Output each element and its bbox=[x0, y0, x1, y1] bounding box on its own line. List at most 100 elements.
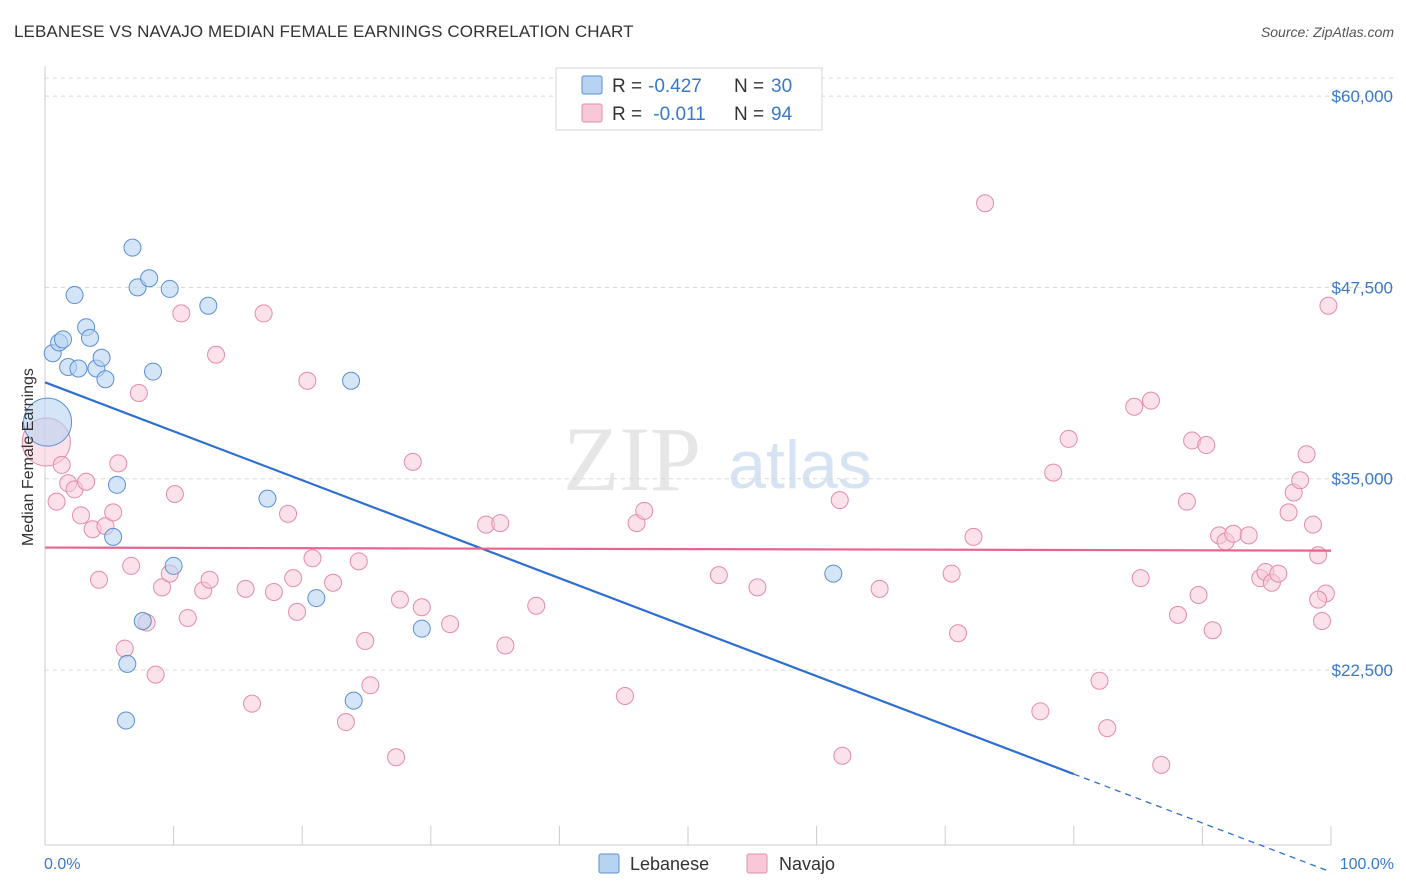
navajo-point bbox=[615, 687, 634, 706]
lebanese-point bbox=[412, 619, 431, 638]
navajo-point bbox=[870, 579, 889, 598]
lebanese-point bbox=[160, 279, 179, 298]
navajo-point bbox=[1131, 569, 1150, 588]
navajo-point bbox=[165, 485, 184, 504]
lebanese-point bbox=[344, 691, 363, 710]
navajo-point bbox=[1125, 397, 1144, 416]
navajo-point bbox=[403, 452, 422, 471]
navajo-point bbox=[243, 694, 262, 713]
navajo-point bbox=[1303, 515, 1322, 534]
y-tick-label: $22,500 bbox=[1332, 661, 1393, 680]
lebanese-point bbox=[342, 371, 361, 390]
watermark-zip: ZIP bbox=[563, 408, 701, 510]
lebanese-point bbox=[96, 370, 115, 389]
navajo-point bbox=[496, 636, 515, 655]
lebanese-point bbox=[824, 564, 843, 583]
navajo-point bbox=[635, 501, 654, 520]
navajo-point bbox=[491, 514, 510, 533]
x-tick-label-min: 0.0% bbox=[44, 856, 80, 873]
navajo-point bbox=[1309, 546, 1328, 565]
navajo-point bbox=[748, 578, 767, 597]
legend-n-label-navajo: N = bbox=[734, 104, 764, 125]
navajo-point bbox=[349, 552, 368, 571]
navajo-point bbox=[77, 472, 96, 491]
navajo-point bbox=[129, 383, 148, 402]
navajo-point bbox=[1152, 755, 1171, 774]
navajo-point bbox=[830, 491, 849, 510]
lebanese-point bbox=[92, 348, 111, 367]
x-tick-label-max: 100.0% bbox=[1340, 856, 1394, 873]
navajo-point bbox=[1312, 612, 1331, 631]
navajo-point bbox=[264, 582, 283, 601]
navajo-point bbox=[709, 566, 728, 585]
lebanese-point bbox=[23, 397, 73, 447]
navajo-point bbox=[1168, 605, 1187, 624]
lebanese-point bbox=[199, 296, 218, 315]
lebanese-points bbox=[23, 238, 843, 730]
navajo-point bbox=[279, 504, 298, 523]
legend-r-label-lebanese: R = bbox=[612, 76, 642, 97]
legend-n-label-lebanese: N = bbox=[734, 76, 764, 97]
lebanese-point bbox=[81, 328, 100, 347]
navajo-point bbox=[361, 676, 380, 695]
lebanese-trend-line bbox=[44, 381, 1075, 776]
legend-r-label-navajo: R = bbox=[612, 104, 642, 125]
lebanese-point bbox=[133, 612, 152, 631]
navajo-point bbox=[207, 345, 226, 364]
bottom-legend-navajo: Navajo bbox=[779, 854, 835, 874]
navajo-point bbox=[1224, 524, 1243, 543]
navajo-point bbox=[72, 506, 91, 525]
navajo-point bbox=[1203, 621, 1222, 640]
lebanese-point bbox=[104, 527, 123, 546]
chart-title: LEBANESE VS NAVAJO MEDIAN FEMALE EARNING… bbox=[14, 22, 634, 41]
y-tick-label: $35,000 bbox=[1332, 470, 1393, 489]
navajo-point bbox=[1098, 719, 1117, 738]
navajo-point bbox=[387, 748, 406, 767]
navajo-point bbox=[1319, 296, 1338, 315]
navajo-point bbox=[122, 556, 141, 575]
navajo-point bbox=[288, 602, 307, 621]
navajo-point bbox=[109, 454, 128, 473]
navajo-point bbox=[356, 631, 375, 650]
navajo-point bbox=[172, 304, 191, 323]
navajo-point bbox=[1059, 429, 1078, 448]
navajo-point bbox=[1269, 564, 1288, 583]
navajo-point bbox=[412, 598, 431, 617]
bottom-legend-swatch-lebanese bbox=[598, 853, 620, 874]
watermark-atlas: atlas bbox=[728, 427, 872, 503]
legend-r-value-navajo: -0.011 bbox=[648, 104, 706, 125]
navajo-point bbox=[1239, 526, 1258, 545]
y-tick-label: $47,500 bbox=[1332, 278, 1393, 297]
series-legend: Lebanese Navajo bbox=[598, 853, 835, 874]
bottom-legend-lebanese: Lebanese bbox=[630, 854, 709, 874]
lebanese-point bbox=[118, 654, 137, 673]
legend-n-value-navajo: 94 bbox=[771, 104, 793, 125]
correlation-legend: R = -0.427 N = 30 R = -0.011 N = 94 bbox=[555, 67, 823, 131]
navajo-trend-line bbox=[44, 546, 1332, 552]
navajo-point bbox=[1291, 471, 1310, 490]
navajo-point bbox=[942, 564, 961, 583]
navajo-point bbox=[976, 194, 995, 213]
navajo-point bbox=[441, 615, 460, 634]
legend-n-value-lebanese: 30 bbox=[771, 76, 792, 97]
navajo-point bbox=[90, 570, 109, 589]
navajo-points bbox=[21, 194, 1338, 774]
lebanese-point bbox=[164, 556, 183, 575]
axes bbox=[44, 66, 1332, 846]
lebanese-point bbox=[69, 359, 88, 378]
bottom-legend-swatch-navajo bbox=[746, 853, 768, 874]
navajo-point bbox=[1279, 503, 1298, 522]
navajo-point bbox=[47, 492, 66, 511]
lebanese-point bbox=[108, 475, 127, 494]
navajo-point bbox=[298, 371, 317, 390]
navajo-point bbox=[153, 578, 172, 597]
legend-swatch-navajo bbox=[581, 103, 603, 123]
lebanese-point bbox=[54, 330, 73, 349]
navajo-point bbox=[1189, 586, 1208, 605]
source-credit: Source: ZipAtlas.com bbox=[1260, 24, 1394, 40]
lebanese-point bbox=[123, 238, 142, 257]
navajo-point bbox=[254, 304, 273, 323]
navajo-point bbox=[336, 713, 355, 732]
navajo-point bbox=[1090, 671, 1109, 690]
